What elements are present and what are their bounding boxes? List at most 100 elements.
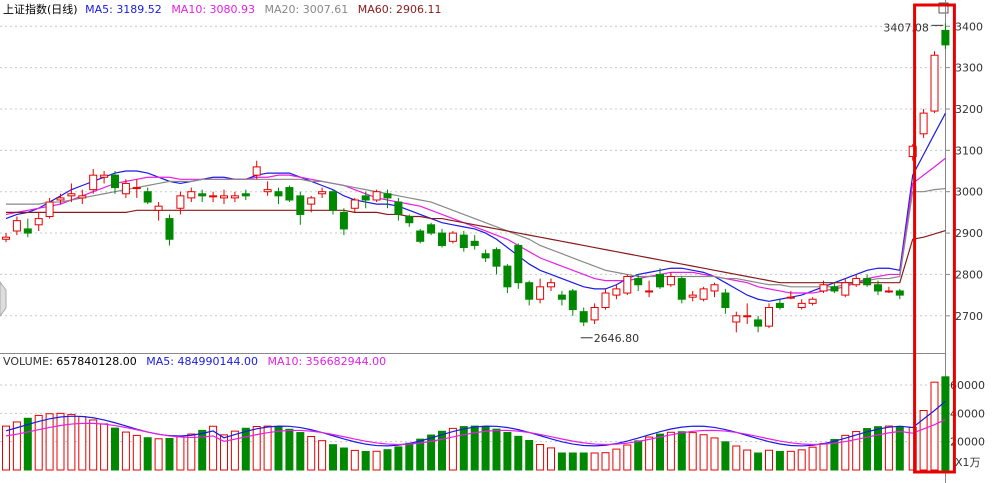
candle-body: [941, 29, 950, 46]
candle-body: [241, 193, 250, 197]
candle-body: [514, 244, 523, 284]
volume-bar: [710, 437, 719, 471]
price-tick-label: 3300: [955, 62, 983, 75]
candle-body: [339, 211, 348, 230]
volume-bar: [198, 429, 207, 471]
volume-bar: [732, 445, 741, 471]
volume-bar: [307, 435, 316, 471]
volume-bar: [176, 436, 185, 471]
candle-body: [56, 197, 65, 201]
volume-bar: [2, 425, 10, 471]
candle-body: [645, 290, 654, 293]
volume-bar: [318, 440, 327, 471]
ma5-value: 3189.52: [116, 3, 162, 16]
low-annotation: 2646.80: [594, 332, 640, 345]
vol-ma5-label: MA5: [146, 355, 170, 368]
candle-body: [612, 288, 621, 296]
candle-body: [209, 195, 218, 198]
price-tick-label: 2800: [955, 268, 983, 281]
volume-bar: [919, 410, 928, 471]
candle-body: [121, 182, 130, 195]
volume-bar: [547, 447, 555, 471]
volume-bar: [470, 425, 479, 471]
candle-body: [383, 193, 392, 199]
candle-body: [710, 284, 719, 292]
candle-body: [416, 230, 425, 242]
volume-unit-label: X1万: [955, 456, 981, 469]
volume-bar: [121, 431, 130, 471]
volume-bar: [230, 430, 239, 471]
candle-body: [198, 193, 207, 197]
ma20-value: 3007.61: [303, 3, 349, 16]
volume-bar: [819, 443, 828, 471]
candle-body: [732, 315, 741, 323]
candle-body: [470, 240, 479, 246]
volume-bar: [721, 441, 730, 471]
candle-body: [274, 191, 283, 197]
volume-bar: [557, 452, 566, 471]
candle-body: [830, 286, 839, 292]
collapse-handle-icon[interactable]: [0, 281, 7, 317]
candle-body: [165, 218, 174, 240]
candle-body: [296, 195, 305, 215]
volume-bar: [209, 425, 218, 471]
maximize-icon[interactable]: [938, 2, 949, 14]
volume-bar: [383, 449, 392, 471]
volume-bar: [775, 450, 784, 471]
price-tick-label: 2700: [955, 310, 983, 323]
candle-body: [547, 282, 555, 288]
volume-bar: [874, 426, 882, 471]
candle-body: [111, 174, 119, 189]
volume-bar: [481, 426, 490, 471]
volume-bar: [252, 426, 261, 471]
volume-bar: [143, 437, 152, 471]
candle-body: [285, 187, 294, 201]
volume-bar: [329, 444, 337, 471]
volume-bar: [350, 449, 359, 471]
candle-body: [579, 311, 588, 323]
volume-bar: [786, 450, 795, 471]
volume-bar: [394, 446, 403, 471]
vol-label: VOLUME: [3, 355, 49, 368]
volume-bar: [187, 433, 196, 471]
volume-bar: [666, 431, 675, 471]
volume-bar: [884, 425, 893, 471]
volume-bar: [427, 434, 436, 471]
volume-bar: [78, 416, 87, 471]
candle-body: [666, 275, 675, 286]
volume-bar: [263, 425, 272, 471]
volume-bar: [601, 452, 610, 471]
price-tick-label: 3100: [955, 144, 983, 157]
volume-bar: [525, 440, 534, 471]
volume-bar: [765, 449, 773, 471]
volume-bar: [220, 434, 228, 471]
vol-ma10-label: MA10: [267, 355, 298, 368]
volume-bar: [634, 440, 643, 471]
volume-tick-label: 20000: [950, 436, 985, 449]
candle-body: [590, 307, 599, 321]
volume-bar: [688, 432, 697, 471]
ma20-label: MA20: [265, 3, 296, 16]
candle-body: [819, 284, 828, 292]
volume-bar: [797, 449, 806, 471]
candle-body: [677, 278, 686, 300]
candle-body: [874, 284, 882, 292]
volume-bar: [895, 426, 904, 471]
volume-bar: [699, 434, 708, 471]
volume-bar: [677, 431, 686, 471]
volume-bar: [568, 452, 577, 471]
candle-body: [808, 298, 817, 304]
candle-body: [765, 307, 773, 327]
candle-body: [143, 191, 152, 203]
high-annotation: 3407.08: [883, 21, 929, 34]
volume-bar: [132, 434, 141, 471]
candle-body: [329, 191, 337, 211]
volume-bar: [656, 433, 664, 471]
volume-bar: [754, 452, 763, 471]
candle-body: [394, 201, 403, 215]
candle-body: [884, 290, 893, 293]
volume-bar: [448, 427, 457, 471]
candle-body: [525, 282, 534, 300]
candle-body: [634, 278, 643, 286]
vol-ma10-value: 356682944.00: [306, 355, 386, 368]
